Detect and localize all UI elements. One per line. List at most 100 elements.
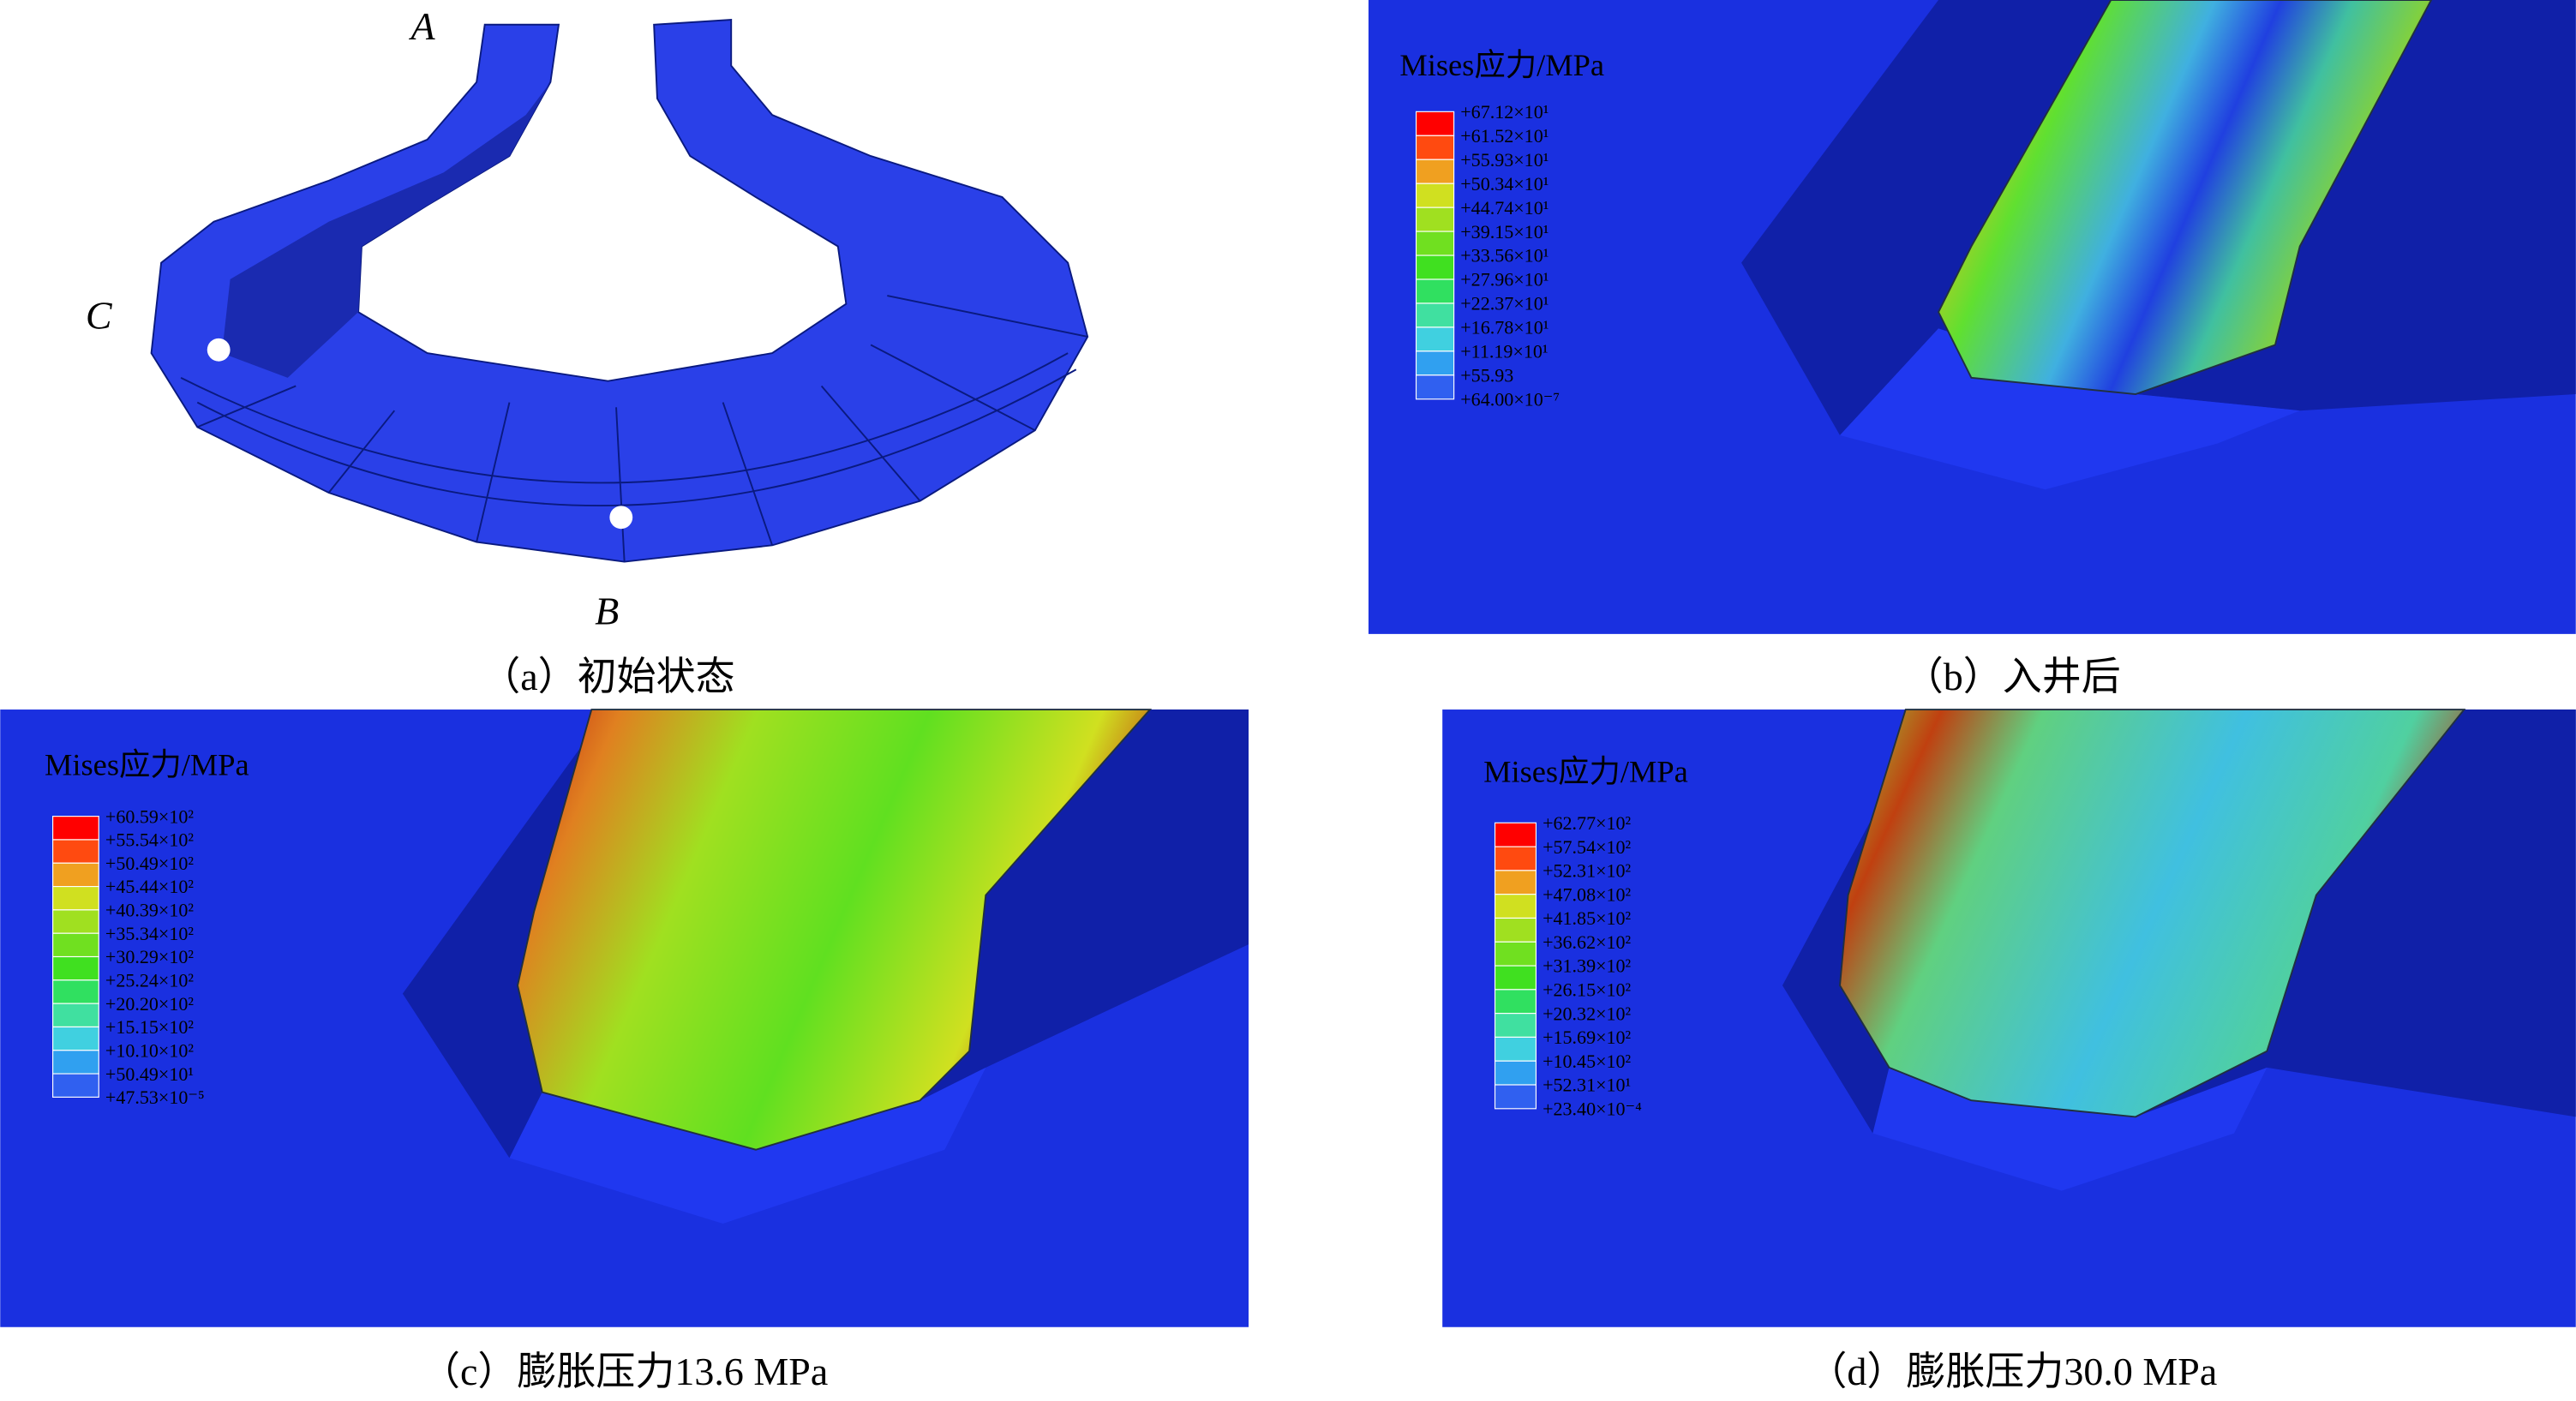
legend-swatch	[1415, 111, 1455, 136]
inner-wall	[222, 81, 551, 378]
legend-swatch	[1494, 822, 1537, 847]
legend-label: +45.44×10²	[105, 876, 194, 897]
legend-title: Mises应力/MPa	[45, 748, 249, 782]
legend-label: +22.37×10¹	[1460, 293, 1549, 314]
legend-label: +44.74×10¹	[1460, 197, 1549, 219]
legend-swatch	[1494, 894, 1537, 919]
legend-swatch	[1494, 1084, 1537, 1110]
legend-label: +55.93×10¹	[1460, 149, 1549, 171]
tube	[517, 709, 1153, 1151]
point-label: B	[595, 589, 619, 632]
legend-swatch	[52, 909, 99, 934]
legend-title: Mises应力/MPa	[1399, 48, 1604, 82]
legend-swatch	[52, 932, 99, 958]
legend-swatch	[1494, 870, 1537, 895]
legend-swatch	[52, 979, 99, 1004]
mesh-lines	[180, 295, 1088, 562]
legend-swatch	[1494, 1036, 1537, 1062]
legend-label: +47.53×10⁻⁵	[105, 1087, 205, 1108]
legend-swatch	[52, 839, 99, 864]
legend-label: +50.34×10¹	[1460, 173, 1549, 195]
legend-label: +33.56×10¹	[1460, 245, 1549, 266]
legend-label: +25.24×10²	[105, 969, 194, 991]
legend-swatch	[1494, 989, 1537, 1015]
point-label: C	[86, 293, 113, 337]
tube	[1937, 0, 2433, 395]
legend-swatch	[1494, 1060, 1537, 1086]
caption: （c）膨胀压力13.6 MPa	[421, 1350, 828, 1393]
legend-label: +47.08×10²	[1543, 883, 1631, 905]
legend-swatch	[1415, 159, 1455, 184]
legend-label: +35.34×10²	[105, 923, 194, 944]
legend-label: +39.15×10¹	[1460, 221, 1549, 242]
legend-title: Mises应力/MPa	[1483, 754, 1688, 788]
legend-swatch	[1415, 231, 1455, 256]
legend-label: +55.54×10²	[105, 829, 194, 851]
legend-label: +41.85×10²	[1543, 907, 1631, 929]
legend-label: +31.39×10²	[1543, 955, 1631, 977]
caption: （d）膨胀压力30.0 MPa	[1807, 1350, 2217, 1393]
legend-label: +60.59×10²	[105, 805, 194, 827]
legend-label: +55.93	[1460, 364, 1513, 386]
shade	[1840, 328, 2300, 490]
legend-label: +10.10×10²	[105, 1039, 194, 1061]
legend-label: +50.49×10¹	[105, 1063, 194, 1085]
panel-c: （c）膨胀压力13.6 MPa	[0, 709, 1249, 1393]
legend-label: +67.12×10¹	[1460, 101, 1549, 123]
legend-label: +62.77×10²	[1543, 812, 1631, 834]
caption: （b）入井后	[1904, 655, 2121, 698]
legend-label: +20.32×10²	[1543, 1003, 1631, 1024]
panel-d: （d）膨胀压力30.0 MPa	[1442, 709, 2576, 1393]
legend-swatch	[1415, 254, 1455, 280]
point-marker	[207, 338, 231, 362]
legend-swatch	[1415, 135, 1455, 160]
legend-swatch	[1415, 183, 1455, 208]
legend-label: +52.31×10¹	[1543, 1075, 1631, 1096]
legend-swatch	[1494, 965, 1537, 991]
point-marker	[609, 506, 633, 530]
legend-label: +11.19×10¹	[1460, 341, 1548, 362]
legend-swatch	[52, 1073, 99, 1098]
legend-label: +36.62×10²	[1543, 931, 1631, 953]
legend-swatch	[1415, 278, 1455, 304]
legend-swatch	[1494, 846, 1537, 871]
caption: （a）初始状态	[481, 655, 734, 698]
legend-label: +16.78×10¹	[1460, 317, 1549, 338]
legend-swatch	[52, 1003, 99, 1028]
legend-swatch	[52, 816, 99, 841]
legend-swatch	[1494, 941, 1537, 967]
shade	[509, 1067, 986, 1224]
legend-swatch	[1415, 207, 1455, 232]
legend-swatch	[52, 955, 99, 981]
legend-label: +52.31×10²	[1543, 860, 1631, 882]
legend-label: +30.29×10²	[105, 946, 194, 967]
legend-swatch	[52, 885, 99, 911]
legend-label: +20.20×10²	[105, 993, 194, 1015]
legend-swatch	[52, 1050, 99, 1075]
legend-swatch	[52, 1026, 99, 1051]
legend-label: +26.15×10²	[1543, 979, 1631, 1001]
panel-a: A B C （a）初始状态	[86, 4, 1089, 698]
point-label: A	[408, 4, 435, 48]
legend-swatch	[1415, 302, 1455, 328]
legend-label: +57.54×10²	[1543, 836, 1631, 858]
tube	[1839, 709, 2466, 1118]
legend-swatch	[1494, 1013, 1537, 1039]
legend-label: +40.39×10²	[105, 900, 194, 921]
legend-swatch	[52, 862, 99, 888]
legend-label: +50.49×10²	[105, 853, 194, 874]
legend-label: +23.40×10⁻⁴	[1543, 1098, 1642, 1119]
legend-label: +27.96×10¹	[1460, 269, 1549, 290]
legend-label: +10.45×10²	[1543, 1051, 1631, 1072]
legend-swatch	[1415, 350, 1455, 376]
legend-swatch	[1415, 326, 1455, 352]
legend-swatch	[1415, 374, 1455, 400]
legend-label: +61.52×10¹	[1460, 125, 1549, 147]
legend-label: +15.69×10²	[1543, 1027, 1631, 1048]
panel-b: （b）入井后	[1368, 0, 2576, 698]
legend-swatch	[1494, 917, 1537, 943]
legend-label: +64.00×10⁻⁷	[1460, 388, 1560, 410]
legend-label: +15.15×10²	[105, 1016, 194, 1038]
